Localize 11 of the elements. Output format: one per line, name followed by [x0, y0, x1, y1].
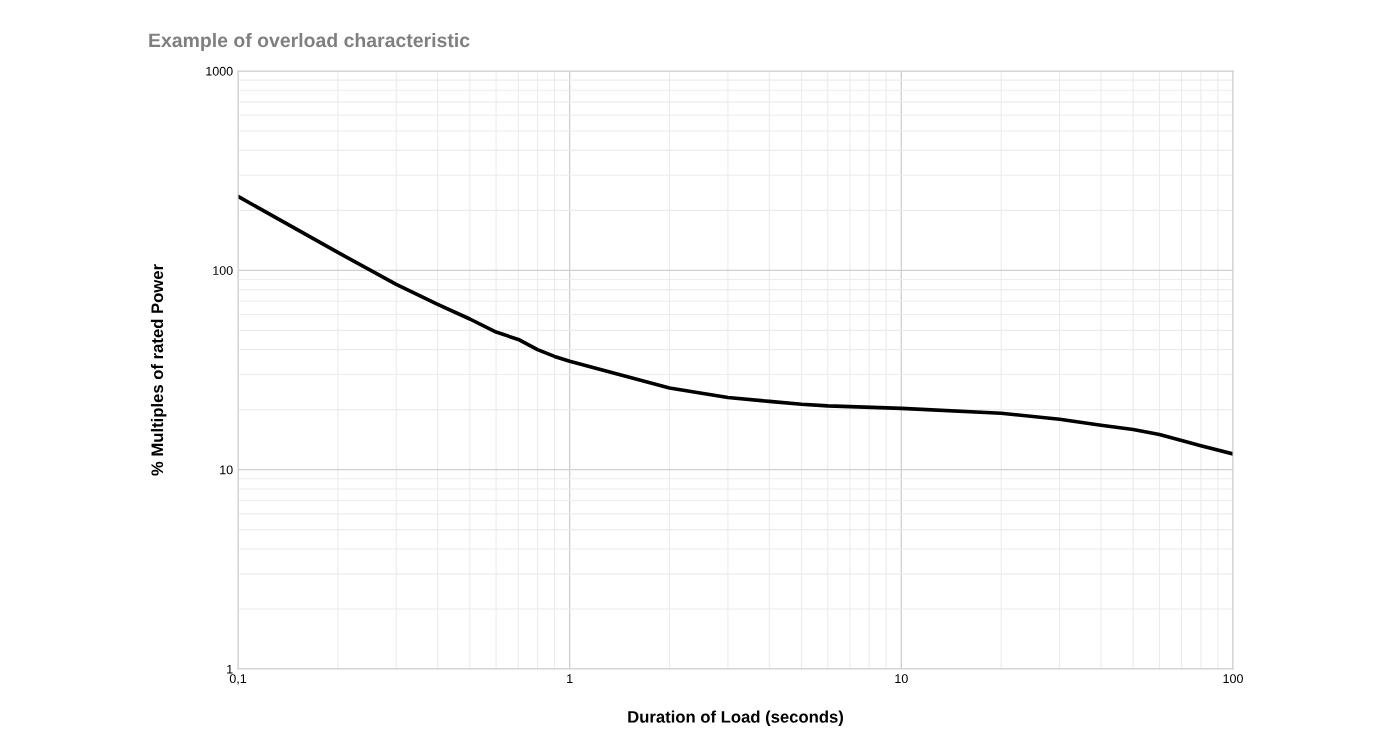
y-axis-title: % Multiples of rated Power — [150, 264, 167, 476]
x-tick-label: 10 — [895, 674, 908, 684]
x-axis-title: Duration of Load (seconds) — [628, 710, 844, 727]
y-tick-label: 10 — [220, 465, 233, 475]
y-tick-label: 1000 — [206, 66, 233, 76]
x-tick-label: 0,1 — [229, 674, 247, 685]
x-tick-label: 100 — [1223, 674, 1243, 684]
x-tick-label: 1 — [567, 674, 573, 683]
y-tick-label: 1 — [227, 664, 233, 674]
y-tick-label: 100 — [213, 266, 233, 275]
chart-title: Example of overload characteristic — [149, 32, 470, 52]
